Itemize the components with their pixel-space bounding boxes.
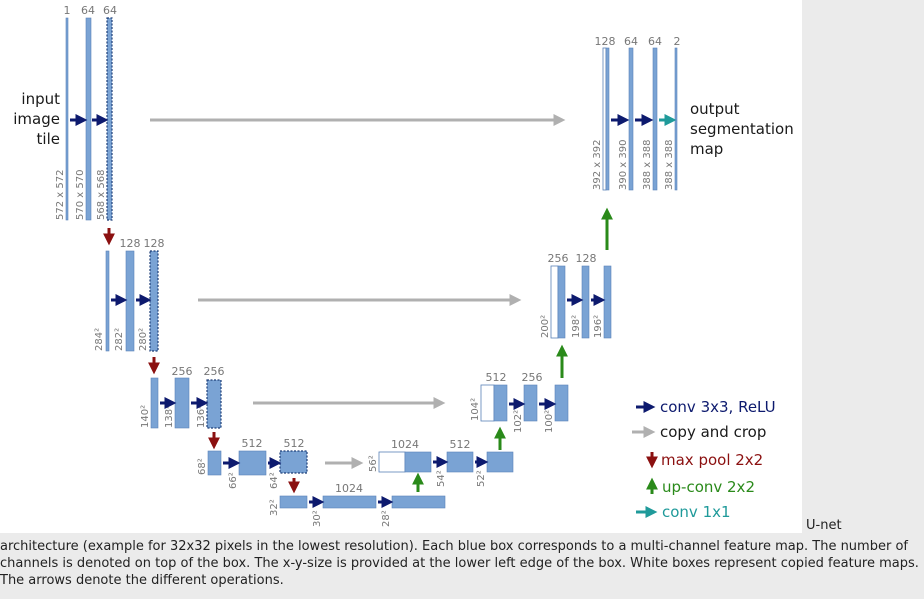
output-label-line-3: map xyxy=(690,140,723,158)
unet-diagram: input image tile output segmentation map… xyxy=(0,0,802,533)
feature-map-r1-conv2 xyxy=(652,47,658,191)
feature-map-l2-conv2 xyxy=(149,250,159,352)
feature-map-r2-conv1 xyxy=(581,265,590,339)
size-label: 102² xyxy=(513,410,524,433)
feature-map-l4-conv2 xyxy=(279,450,308,474)
feature-map-r4-upconv xyxy=(404,451,432,473)
caption-title: U-net xyxy=(806,518,842,533)
copied-feature-map-r4 xyxy=(378,451,406,473)
feature-map-l2-pooled xyxy=(105,250,110,352)
feature-map-r2-upconv xyxy=(557,265,566,339)
size-label: 64² xyxy=(269,472,280,489)
size-label: 284² xyxy=(94,328,105,351)
feature-map-r4-conv1 xyxy=(446,451,474,473)
size-label: 388 x 388 xyxy=(642,140,653,190)
channel-label: 128 xyxy=(120,237,141,250)
channel-label: 512 xyxy=(486,371,507,384)
feature-map-l3-conv1 xyxy=(174,377,190,429)
copied-feature-map-r1 xyxy=(602,47,607,191)
channel-label: 128 xyxy=(595,35,616,48)
legend-pool-label: max pool 2x2 xyxy=(661,451,763,469)
size-label: 572 x 572 xyxy=(55,170,66,220)
legend-conv-label: conv 3x3, ReLU xyxy=(660,398,776,416)
size-label: 136² xyxy=(196,405,207,428)
size-label: 32² xyxy=(269,499,280,516)
feature-map-l2-conv1 xyxy=(125,250,135,352)
channel-label: 256 xyxy=(522,371,543,384)
input-label-line-2: image xyxy=(13,110,60,128)
feature-map-r2-conv2 xyxy=(603,265,612,339)
size-label: 104² xyxy=(470,398,481,421)
channel-label: 256 xyxy=(172,365,193,378)
channel-label: 512 xyxy=(242,437,263,450)
feature-map-r3-upconv xyxy=(493,384,508,422)
feature-map-l1-conv2 xyxy=(106,17,113,221)
size-label: 200² xyxy=(540,315,551,338)
feature-map-l5-pooled xyxy=(279,495,308,509)
size-label: 68² xyxy=(197,458,208,475)
channel-label: 64 xyxy=(624,35,638,48)
legend-copy-label: copy and crop xyxy=(660,423,766,441)
size-label: 568 x 568 xyxy=(96,170,107,220)
feature-map-l1-input xyxy=(65,17,69,221)
size-label: 140² xyxy=(140,405,151,428)
channel-label: 1024 xyxy=(391,438,419,451)
size-label: 390 x 390 xyxy=(618,140,629,190)
size-label: 280² xyxy=(138,328,149,351)
size-label: 28² xyxy=(381,510,392,527)
size-label: 56² xyxy=(368,455,379,472)
feature-map-r3-conv1 xyxy=(523,384,538,422)
channel-label: 128 xyxy=(144,237,165,250)
channel-label: 256 xyxy=(204,365,225,378)
feature-map-l4-conv1 xyxy=(238,450,267,476)
feature-map-l1-conv1 xyxy=(85,17,92,221)
size-label: 52² xyxy=(476,470,487,487)
channel-label: 64 xyxy=(103,4,117,17)
size-label: 570 x 570 xyxy=(75,170,86,220)
channel-label: 512 xyxy=(284,437,305,450)
channel-label: 512 xyxy=(450,438,471,451)
size-label: 66² xyxy=(228,472,239,489)
feature-map-l5-conv1 xyxy=(322,495,377,509)
size-label: 392 x 392 xyxy=(592,140,603,190)
feature-map-l5-conv2 xyxy=(391,495,446,509)
size-label: 198² xyxy=(571,315,582,338)
size-label: 100² xyxy=(544,410,555,433)
feature-map-r1-output xyxy=(674,47,678,191)
feature-map-r1-upconv xyxy=(605,47,610,191)
size-label: 138² xyxy=(164,405,175,428)
channel-label: 64 xyxy=(81,4,95,17)
input-label-line-1: input xyxy=(21,90,60,108)
channel-label: 1 xyxy=(64,4,71,17)
feature-map-l3-pooled xyxy=(150,377,159,429)
size-label: 388 x 388 xyxy=(664,140,675,190)
copied-feature-map-r2 xyxy=(550,265,559,339)
size-label: 282² xyxy=(114,328,125,351)
output-label-line-2: segmentation xyxy=(690,120,794,138)
feature-map-l3-conv2 xyxy=(206,379,222,429)
legend-conv1x1-label: conv 1x1 xyxy=(662,503,731,521)
size-label: 196² xyxy=(593,315,604,338)
feature-map-r3-conv2 xyxy=(554,384,569,422)
size-label: 54² xyxy=(436,470,447,487)
channel-label: 1024 xyxy=(335,482,363,495)
legend-upconv-label: up-conv 2x2 xyxy=(662,478,755,496)
feature-map-r1-conv1 xyxy=(628,47,634,191)
size-label: 30² xyxy=(312,510,323,527)
caption-text: architecture (example for 32x32 pixels i… xyxy=(0,539,919,588)
channel-label: 128 xyxy=(576,252,597,265)
feature-map-r4-conv2 xyxy=(486,451,514,473)
input-label-line-3: tile xyxy=(37,130,60,148)
copied-feature-map-r3 xyxy=(480,384,495,422)
channel-label: 2 xyxy=(674,35,681,48)
output-label-line-1: output xyxy=(690,100,740,118)
feature-map-l4-pooled xyxy=(207,450,222,476)
channel-label: 256 xyxy=(548,252,569,265)
channel-label: 64 xyxy=(648,35,662,48)
